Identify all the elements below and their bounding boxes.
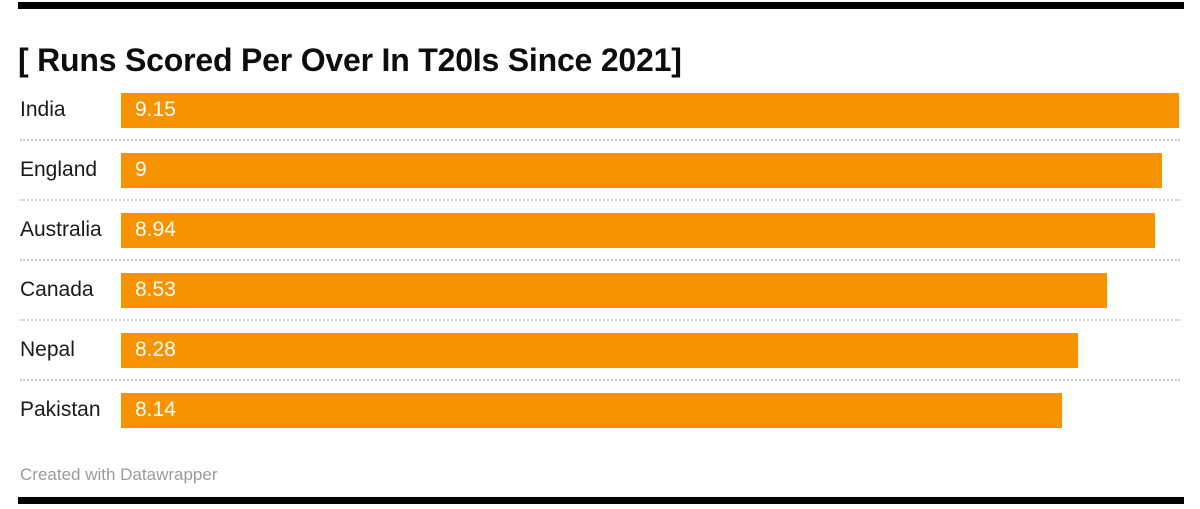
bar-track: 9.15	[121, 92, 1179, 128]
bar-value-label: 8.53	[135, 278, 176, 301]
bar-value-label: 8.94	[135, 218, 176, 241]
bar-track: 8.53	[121, 272, 1179, 308]
bar-value-label: 9	[135, 158, 147, 181]
bar-track: 8.14	[121, 392, 1179, 428]
bar: 8.53	[121, 272, 1108, 308]
bar-row: Canada 8.53	[0, 260, 1200, 321]
category-label: Pakistan	[20, 398, 101, 421]
bar-track: 8.28	[121, 332, 1179, 368]
bar: 8.94	[121, 212, 1155, 248]
category-label: England	[20, 158, 98, 181]
bar: 9.15	[121, 92, 1179, 128]
datawrapper-credit-link[interactable]: Created with Datawrapper	[20, 465, 218, 484]
bar-row: Nepal 8.28	[0, 320, 1200, 381]
bar-row: India 9.15	[0, 80, 1200, 141]
bar: 8.28	[121, 332, 1079, 368]
bar-track: 9	[121, 152, 1179, 188]
bar-track: 8.94	[121, 212, 1179, 248]
bar-row: England 9	[0, 140, 1200, 201]
bar: 8.14	[121, 392, 1063, 428]
chart-title: [ Runs Scored Per Over In T20Is Since 20…	[18, 42, 682, 79]
category-label: India	[20, 98, 66, 121]
bar-row: Australia 8.94	[0, 200, 1200, 261]
bar-value-label: 9.15	[135, 98, 176, 121]
category-label: Nepal	[20, 338, 75, 361]
bar: 9	[121, 152, 1162, 188]
category-label: Canada	[20, 278, 94, 301]
bar-value-label: 8.28	[135, 338, 176, 361]
category-label: Australia	[20, 218, 102, 241]
bar-value-label: 8.14	[135, 398, 176, 421]
bar-chart: India 9.15 England 9 Australia 8.94 Cana…	[0, 80, 1200, 440]
bottom-rule	[18, 497, 1184, 504]
bar-row: Pakistan 8.14	[0, 380, 1200, 440]
top-rule	[18, 2, 1184, 9]
